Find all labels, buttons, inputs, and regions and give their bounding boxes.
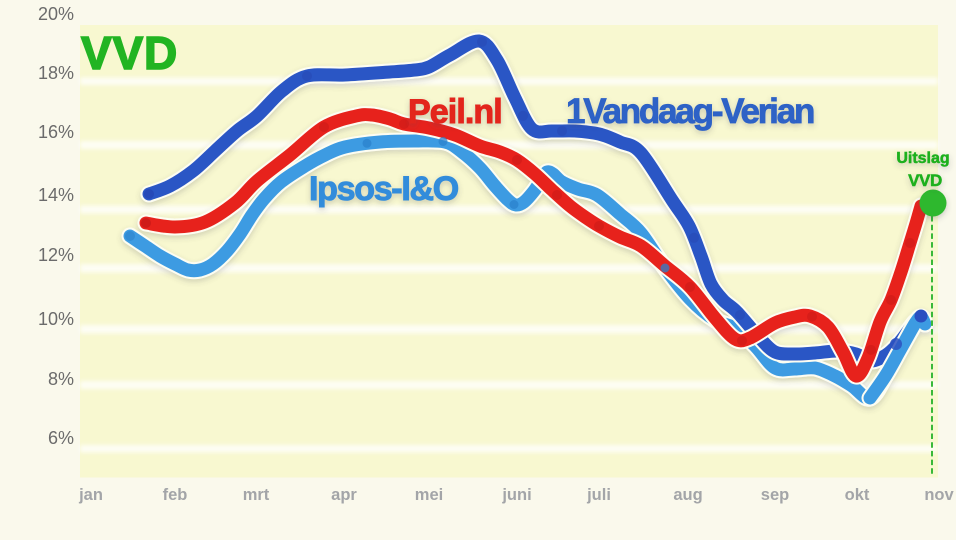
svg-text:12%: 12%: [38, 245, 74, 265]
svg-text:Ipsos-I&O: Ipsos-I&O: [309, 170, 459, 208]
svg-text:nov: nov: [924, 486, 954, 504]
svg-text:aug: aug: [673, 486, 702, 504]
svg-text:feb: feb: [163, 486, 188, 504]
svg-text:Uitslag: Uitslag: [896, 150, 949, 167]
svg-text:6%: 6%: [48, 428, 74, 448]
svg-text:18%: 18%: [38, 63, 74, 83]
svg-text:8%: 8%: [48, 369, 74, 389]
svg-text:10%: 10%: [38, 309, 74, 329]
svg-text:14%: 14%: [38, 185, 74, 205]
svg-text:20%: 20%: [38, 4, 74, 24]
svg-text:VVD: VVD: [81, 27, 178, 79]
svg-text:Peil.nl: Peil.nl: [408, 93, 502, 131]
svg-text:sep: sep: [761, 486, 789, 504]
svg-text:mei: mei: [415, 486, 443, 504]
svg-text:mrt: mrt: [243, 486, 270, 504]
svg-text:16%: 16%: [38, 122, 74, 142]
svg-text:jan: jan: [78, 486, 103, 504]
svg-text:okt: okt: [845, 486, 870, 504]
svg-text:juli: juli: [586, 486, 611, 504]
svg-text:juni: juni: [501, 486, 531, 504]
svg-text:apr: apr: [331, 486, 357, 504]
svg-text:VVD: VVD: [908, 171, 942, 190]
svg-text:1Vandaag-Verian: 1Vandaag-Verian: [566, 92, 814, 131]
